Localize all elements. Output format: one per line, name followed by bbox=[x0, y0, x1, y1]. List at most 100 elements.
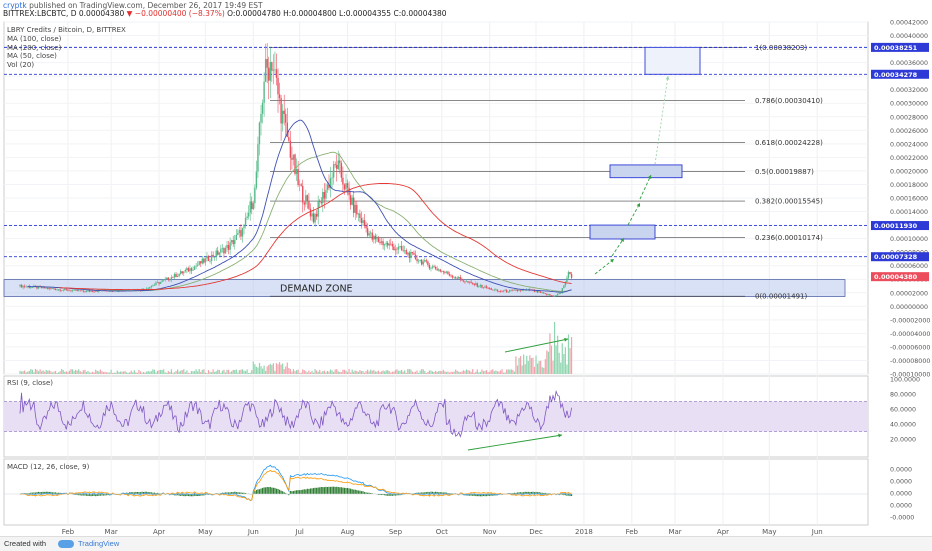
candle-body bbox=[509, 290, 510, 292]
volume-bar bbox=[95, 370, 96, 374]
candle-body bbox=[22, 286, 23, 287]
legend-ma50[interactable]: MA (50, close) bbox=[7, 52, 57, 60]
candle-body bbox=[319, 201, 320, 202]
volume-bar bbox=[56, 373, 57, 374]
volume-bar bbox=[506, 370, 507, 374]
volume-bar bbox=[542, 367, 543, 374]
candle-body bbox=[256, 172, 257, 188]
macd-tick-label: 0.0000 bbox=[890, 467, 912, 474]
volume-bar bbox=[450, 372, 451, 374]
candle-body bbox=[276, 69, 277, 77]
candle-body bbox=[47, 288, 48, 289]
candle-body bbox=[443, 271, 444, 272]
volume-bar bbox=[546, 350, 547, 374]
candle-body bbox=[426, 260, 427, 261]
candle-body bbox=[195, 266, 196, 267]
x-tick-label: Apr bbox=[717, 528, 729, 536]
volume-bar bbox=[240, 370, 241, 374]
volume-bar bbox=[163, 369, 164, 374]
volume-bar bbox=[420, 371, 421, 374]
volume-bar bbox=[358, 372, 359, 374]
macd-histogram-bar bbox=[259, 489, 260, 494]
candle-body bbox=[243, 225, 244, 228]
volume-bar bbox=[497, 371, 498, 374]
volume-bar bbox=[531, 358, 532, 374]
volume-bar bbox=[73, 371, 74, 374]
volume-bar bbox=[509, 370, 510, 374]
candle-body bbox=[67, 290, 68, 291]
candle-body bbox=[453, 277, 454, 278]
volume-bar bbox=[41, 371, 42, 374]
volume-bar bbox=[392, 372, 393, 374]
volume-bar bbox=[481, 369, 482, 374]
candle-body bbox=[521, 290, 522, 291]
candle-body bbox=[563, 286, 564, 289]
candle-body bbox=[501, 292, 502, 293]
volume-bar bbox=[84, 370, 85, 374]
macd-histogram-bar bbox=[256, 490, 257, 494]
candle-body bbox=[270, 62, 271, 81]
legend-ma100[interactable]: MA (100, close) bbox=[7, 35, 61, 43]
legend-rsi[interactable]: RSI (9, close) bbox=[7, 379, 53, 387]
volume-bar bbox=[311, 371, 312, 374]
candle-body bbox=[220, 249, 221, 253]
macd-histogram-bar bbox=[281, 491, 282, 494]
volume-bar bbox=[387, 370, 388, 374]
volume-bar bbox=[78, 369, 79, 374]
candle-body bbox=[194, 266, 195, 270]
volume-bar bbox=[532, 358, 533, 374]
candle-body bbox=[410, 252, 411, 258]
volume-bar bbox=[539, 361, 540, 374]
legend-macd[interactable]: MACD (12, 26, close, 9) bbox=[7, 463, 89, 471]
macd-histogram-bar bbox=[267, 487, 268, 494]
candle-body bbox=[257, 144, 258, 171]
candle-body bbox=[548, 294, 549, 295]
candle-body bbox=[503, 291, 504, 292]
volume-bar bbox=[314, 369, 315, 374]
macd-histogram-bar bbox=[254, 491, 255, 494]
volume-bar bbox=[253, 361, 254, 374]
volume-bar bbox=[288, 368, 289, 374]
volume-bar bbox=[26, 372, 27, 374]
volume-bar bbox=[188, 373, 189, 374]
candle-body bbox=[294, 154, 295, 173]
volume-bar bbox=[100, 370, 101, 374]
candle-body bbox=[251, 201, 252, 209]
candle-body bbox=[307, 195, 308, 201]
macd-histogram-bar bbox=[310, 488, 311, 494]
legend-ma200[interactable]: MA (200, close) bbox=[7, 44, 61, 52]
macd-histogram-bar bbox=[338, 487, 339, 494]
candle-body bbox=[436, 269, 437, 270]
candle-body bbox=[214, 257, 215, 258]
volume-bar bbox=[219, 370, 220, 374]
candle-body bbox=[446, 272, 447, 273]
x-tick-label: Nov bbox=[483, 528, 497, 536]
tradingview-brand[interactable]: TradingView bbox=[78, 539, 119, 548]
candle-body bbox=[19, 285, 20, 286]
candle-body bbox=[537, 291, 538, 293]
candle-body bbox=[212, 255, 213, 257]
candle-body bbox=[392, 244, 393, 246]
candle-body bbox=[50, 288, 51, 289]
candle-body bbox=[370, 233, 371, 234]
last-price-tag-label: 0.00004380 bbox=[874, 273, 918, 281]
volume-bar bbox=[111, 370, 112, 374]
candle-body bbox=[197, 265, 198, 266]
candle-body bbox=[233, 240, 234, 244]
candle-body bbox=[368, 233, 369, 235]
x-tick-label: Apr bbox=[153, 528, 165, 536]
candle-body bbox=[353, 198, 354, 213]
candle-body bbox=[361, 218, 362, 223]
target-box bbox=[590, 225, 655, 239]
level-tag-label: 0.00034278 bbox=[874, 71, 918, 79]
candle-body bbox=[296, 169, 297, 174]
macd-histogram-bar bbox=[362, 491, 363, 494]
volume-bar bbox=[338, 371, 339, 374]
volume-bar bbox=[285, 367, 286, 374]
legend-vol[interactable]: Vol (20) bbox=[7, 61, 34, 69]
candle-body bbox=[267, 59, 268, 68]
volume-bar bbox=[492, 369, 493, 374]
volume-bar bbox=[463, 370, 464, 374]
volume-bar bbox=[38, 371, 39, 374]
macd-histogram-bar bbox=[328, 487, 329, 494]
